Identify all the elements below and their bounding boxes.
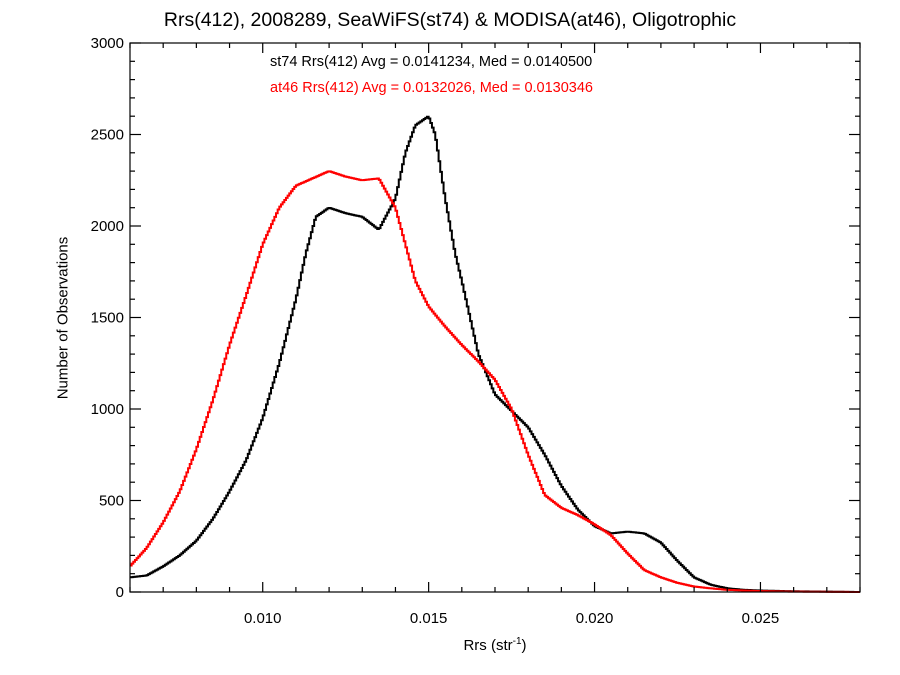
- y-tick-label: 500: [99, 493, 124, 510]
- plot-series-layer: [130, 115, 860, 593]
- y-tick-label: 3000: [91, 35, 124, 52]
- y-tick-label: 0: [116, 584, 124, 601]
- y-tick-label: 2000: [91, 218, 124, 235]
- chart-title: Rrs(412), 2008289, SeaWiFS(st74) & MODIS…: [163, 9, 737, 31]
- x-axis-label-close: ): [521, 637, 527, 654]
- y-tick-label: 1500: [91, 310, 124, 327]
- x-tick-label: 0.015: [410, 610, 448, 627]
- at46-stats-annotation: at46 Rrs(412) Avg = 0.0132026, Med = 0.0…: [270, 80, 594, 96]
- x-axis-label-base: Rrs (str: [463, 637, 513, 654]
- x-tick-label: 0.025: [742, 610, 780, 627]
- x-tick-label: 0.010: [244, 610, 282, 627]
- y-tick-label: 1000: [91, 401, 124, 418]
- x-axis-label: Rrs (str-1): [0, 636, 900, 654]
- axis-ticks: 0.010 0.015 0.020 0.025 0 500 1000 1500 2000 2500…: [91, 35, 861, 627]
- x-tick-label: 0.020: [576, 610, 614, 627]
- histogram-series-at46: [130, 170, 860, 593]
- x-axis-label-sup: -1: [512, 636, 522, 647]
- histogram-series-st74: [130, 115, 860, 593]
- y-tick-label: 2500: [91, 127, 124, 144]
- st74-stats-annotation: st74 Rrs(412) Avg = 0.0141234, Med = 0.0…: [270, 54, 593, 70]
- y-axis-label: Number of Observations: [54, 236, 72, 400]
